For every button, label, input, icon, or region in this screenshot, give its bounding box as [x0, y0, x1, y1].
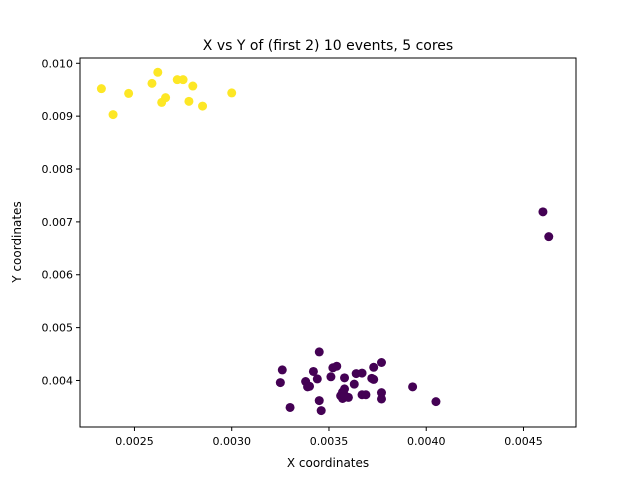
x-axis-label: X coordinates	[287, 456, 369, 470]
scatter-point	[124, 88, 134, 98]
scatter-point	[369, 362, 379, 372]
scatter-point	[340, 373, 350, 383]
scatter-point	[361, 390, 371, 400]
scatter-point	[96, 84, 106, 94]
scatter-point	[408, 382, 418, 392]
scatter-point	[332, 361, 342, 371]
scatter-point	[314, 396, 324, 406]
scatter-point	[184, 96, 194, 106]
scatter-point	[544, 232, 554, 242]
scatter-point	[357, 368, 367, 378]
scatter-point	[340, 384, 350, 394]
scatter-point	[316, 406, 326, 416]
scatter-point	[326, 372, 336, 382]
scatter-point	[153, 67, 163, 77]
scatter-point	[376, 394, 386, 404]
scatter-point	[305, 381, 315, 391]
scatter-point	[188, 81, 198, 91]
y-tick-label: 0.008	[42, 163, 74, 176]
scatter-point	[161, 93, 171, 103]
scatter-point	[369, 374, 379, 384]
scatter-point	[285, 402, 295, 412]
x-axis-ticks: 0.0025 0.0030 0.0035 0.0040 0.0045	[115, 427, 543, 448]
scatter-point	[275, 378, 285, 388]
scatter-point	[227, 88, 237, 98]
scatter-point	[147, 78, 157, 88]
y-tick-label: 0.005	[42, 322, 74, 335]
x-tick-label: 0.0035	[310, 435, 349, 448]
y-axis-ticks: 0.004 0.005 0.006 0.007 0.008 0.009 0.010	[42, 57, 80, 387]
scatter-point	[376, 358, 386, 368]
scatter-point	[376, 388, 386, 398]
y-tick-label: 0.004	[42, 374, 74, 387]
x-tick-label: 0.0025	[115, 435, 154, 448]
x-tick-label: 0.0040	[407, 435, 446, 448]
scatter-point	[277, 365, 287, 375]
y-tick-label: 0.007	[42, 216, 74, 229]
scatter-point	[431, 397, 441, 407]
scatter-point	[108, 110, 118, 120]
x-tick-label: 0.0030	[212, 435, 251, 448]
chart-title: X vs Y of (first 2) 10 events, 5 cores	[203, 38, 453, 54]
y-tick-label: 0.006	[42, 269, 74, 282]
scatter-point	[538, 207, 548, 217]
scatter-point	[178, 75, 188, 85]
data-points	[96, 67, 554, 416]
y-axis-label: Y coordinates	[10, 201, 24, 283]
scatter-point	[198, 101, 208, 111]
y-tick-label: 0.009	[42, 110, 74, 123]
scatter-point	[343, 392, 353, 402]
scatter-point	[314, 347, 324, 357]
scatter-point	[349, 379, 359, 389]
plot-frame	[79, 57, 577, 428]
y-tick-label: 0.010	[42, 57, 74, 70]
scatter-point	[312, 374, 322, 384]
x-tick-label: 0.0045	[504, 435, 543, 448]
scatter-point	[308, 366, 318, 376]
